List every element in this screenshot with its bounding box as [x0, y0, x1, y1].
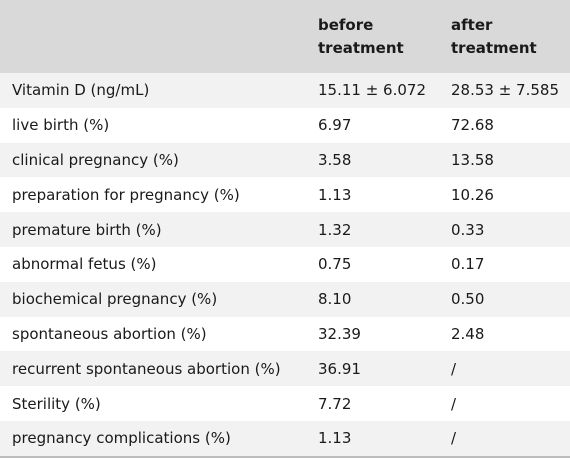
row-label-cell: spontaneous abortion (%): [12, 324, 207, 343]
before-treatment-cell: 0.75: [318, 255, 352, 274]
row-label-cell: preparation for pregnancy (%): [12, 185, 240, 204]
header-after-treatment: after treatment: [440, 0, 570, 73]
before-treatment-cell: 8.10: [306, 281, 440, 317]
before-treatment-cell: 6.97: [318, 116, 352, 135]
before-treatment-cell: 7.72: [318, 394, 352, 413]
table-header-row: before treatment after treatment: [0, 0, 570, 73]
row-label-cell: Sterility (%): [12, 394, 101, 413]
before-treatment-cell: 15.11 ± 6.072: [306, 73, 440, 108]
table-row: pregnancy complications (%) 1.13/: [0, 420, 570, 456]
after-treatment-cell: 72.68: [451, 116, 494, 135]
before-treatment-cell: 3.58: [306, 142, 440, 178]
after-treatment-cell: 2.48: [451, 324, 485, 343]
before-treatment-cell: 36.91: [306, 351, 440, 387]
after-treatment-cell: 0.50: [440, 281, 570, 317]
table-row: spontaneous abortion (%) 32.39 2.48: [0, 317, 570, 352]
header-after-line1: after: [451, 15, 493, 34]
after-treatment-cell: 0.17: [451, 255, 485, 274]
row-label-cell: premature birth (%): [0, 212, 306, 247]
table-body: Vitamin D (ng/mL) 15.11 ± 6.072 28.53 ± 7.…: [0, 73, 570, 456]
table-row: biochemical pregnancy (%) 8.10 0.50: [0, 281, 570, 317]
after-treatment-cell: /: [451, 394, 457, 413]
header-after-line2: treatment: [451, 38, 537, 57]
before-treatment-cell: 1.13: [318, 185, 352, 204]
after-treatment-cell: 28.53 ± 7.585: [440, 73, 570, 108]
header-before-treatment: before treatment: [306, 0, 440, 73]
table-row: premature birth (%) 1.32 0.33: [0, 212, 570, 247]
header-empty-cell: [0, 0, 306, 73]
header-before-line1: before: [318, 15, 374, 34]
after-treatment-cell: 10.26: [451, 185, 494, 204]
after-treatment-cell: 0.33: [440, 212, 570, 247]
table-row: preparation for pregnancy (%) 1.13 10.26: [0, 177, 570, 212]
row-label-cell: recurrent spontaneous abortion (%): [0, 351, 306, 387]
row-label-cell: Vitamin D (ng/mL): [0, 73, 306, 108]
row-label-cell: abnormal fetus (%): [12, 255, 157, 274]
table-row: live birth (%) 6.97 72.68: [0, 108, 570, 143]
after-treatment-cell: 13.58: [440, 142, 570, 178]
table-row: abnormal fetus (%) 0.75 0.17: [0, 247, 570, 282]
table-row: recurrent spontaneous abortion (%) 36.91/: [0, 351, 570, 387]
row-label-cell: live birth (%): [12, 116, 110, 135]
row-label-cell: clinical pregnancy (%): [0, 142, 306, 178]
table-row: clinical pregnancy (%) 3.58 13.58: [0, 142, 570, 178]
row-label-cell: biochemical pregnancy (%): [0, 281, 306, 317]
header-before-line2: treatment: [318, 38, 404, 57]
before-treatment-cell: 1.32: [306, 212, 440, 247]
before-treatment-cell: 32.39: [318, 324, 361, 343]
before-treatment-cell: 1.13: [306, 420, 440, 456]
after-treatment-cell: /: [440, 420, 570, 456]
table-row: Vitamin D (ng/mL) 15.11 ± 6.072 28.53 ± 7.…: [0, 73, 570, 108]
table-row: Sterility (%) 7.72 /: [0, 386, 570, 421]
row-label-cell: pregnancy complications (%): [0, 420, 306, 456]
after-treatment-cell: /: [440, 351, 570, 387]
